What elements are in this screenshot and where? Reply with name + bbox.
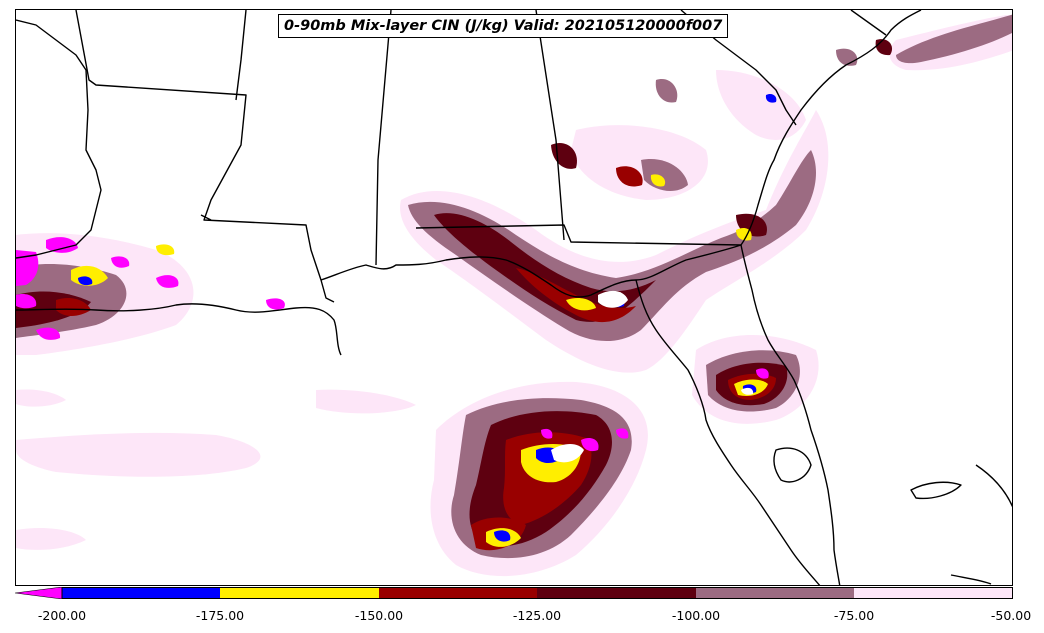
colorbar-tick-label: -150.00 bbox=[354, 608, 404, 623]
cin-map bbox=[16, 10, 1012, 585]
cin-field-magenta bbox=[16, 237, 769, 452]
cin-field-clear-areas bbox=[551, 290, 754, 463]
colorbar-tick-label: -75.00 bbox=[833, 608, 875, 623]
colorbar-tick-label: -175.00 bbox=[195, 608, 245, 623]
colorbar-extend-arrow bbox=[15, 587, 63, 599]
colorbar-tick-label: -50.00 bbox=[990, 608, 1032, 623]
colorbar-bin-darkred bbox=[537, 587, 696, 599]
colorbar-bin-red bbox=[379, 587, 537, 599]
colorbar-bin-mauve bbox=[696, 587, 854, 599]
colorbar-bin-yellow bbox=[220, 587, 379, 599]
coastlines-and-borders bbox=[16, 10, 1012, 585]
colorbar-tick-label: -200.00 bbox=[37, 608, 87, 623]
map-title: 0-90mb Mix-layer CIN (J/kg) Valid: 20210… bbox=[278, 14, 729, 38]
map-panel bbox=[15, 9, 1013, 586]
colorbar-tick-label: -125.00 bbox=[512, 608, 562, 623]
colorbar-bin-faint bbox=[854, 587, 1013, 599]
colorbar bbox=[15, 587, 1013, 599]
colorbar-ticks bbox=[61, 598, 1013, 599]
colorbar-bin-blue bbox=[62, 587, 220, 599]
colorbar-tick-label: -100.00 bbox=[671, 608, 721, 623]
